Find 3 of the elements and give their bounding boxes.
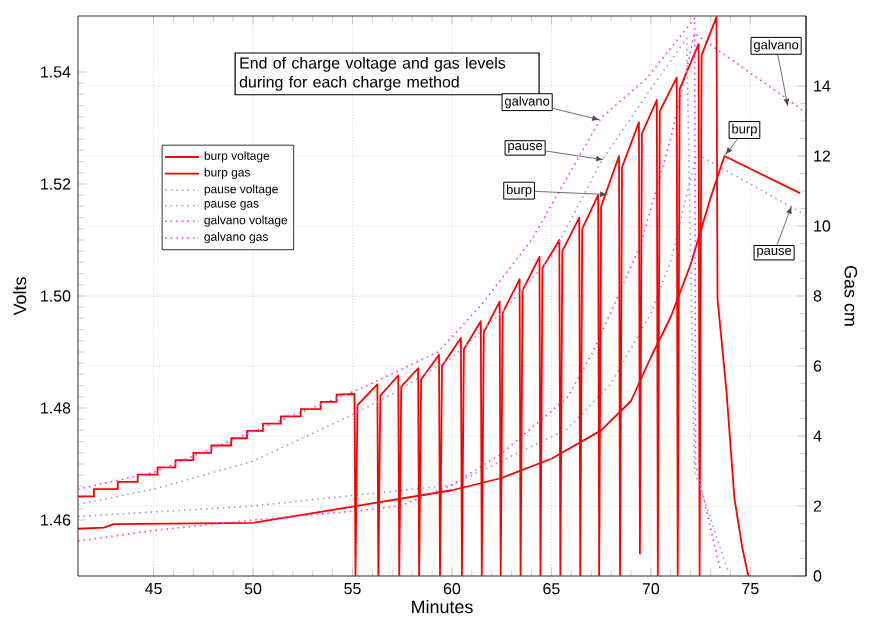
y2-axis-title: Gas cm [844, 266, 858, 326]
y-axis-title: Volts [13, 277, 27, 316]
x-axis-title: Minutes [412, 600, 473, 614]
